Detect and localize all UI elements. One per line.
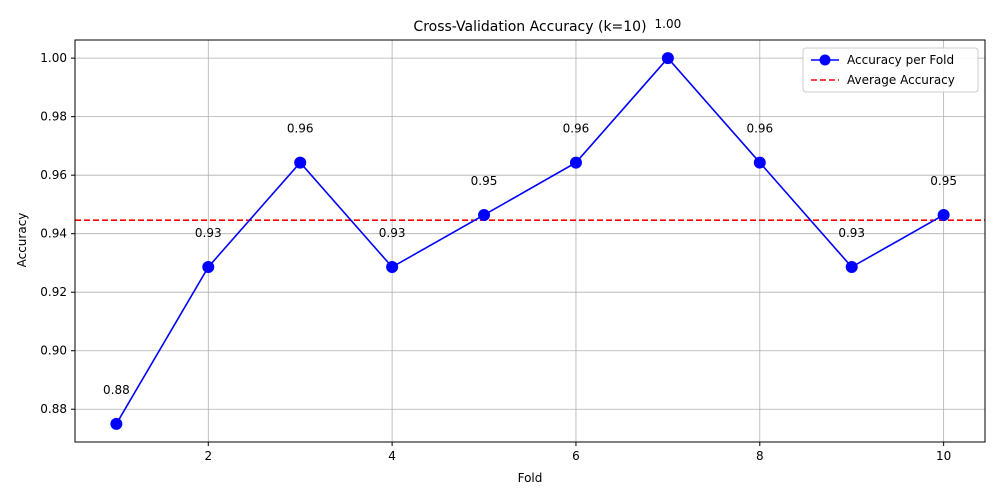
legend-marker-swatch [819, 54, 831, 66]
data-label: 0.96 [563, 122, 590, 136]
data-point [110, 417, 123, 430]
y-tick-label: 0.94 [40, 227, 67, 241]
data-point [478, 208, 491, 221]
data-label: 0.95 [930, 174, 957, 188]
data-label: 0.93 [195, 226, 222, 240]
x-tick-label: 6 [572, 449, 580, 463]
data-point [202, 261, 215, 274]
plot-frame [74, 39, 986, 443]
y-axis-label: Accuracy [15, 213, 29, 268]
data-label: 0.93 [379, 226, 406, 240]
data-label: 0.88 [103, 383, 130, 397]
x-tick-label: 2 [204, 449, 212, 463]
y-tick-label: 0.96 [40, 168, 67, 182]
y-tick-label: 0.88 [40, 402, 67, 416]
data-labels: 0.88 0.93 0.96 0.93 0.95 0.96 1.00 0.96 0.93 0.95 [103, 17, 957, 397]
data-label: 0.95 [471, 174, 498, 188]
data-label: 0.96 [287, 122, 314, 136]
axis-ticks: 2 4 6 8 10 0.88 0.90 0.92 0.94 0.96 0.98 1.00 [40, 51, 951, 463]
x-tick-label: 10 [936, 449, 951, 463]
y-tick-label: 1.00 [40, 51, 67, 65]
y-tick-label: 0.98 [40, 110, 67, 124]
y-tick-label: 0.92 [40, 285, 67, 299]
series [110, 52, 950, 430]
legend: Accuracy per Fold Average Accuracy [802, 47, 979, 93]
legend-label: Average Accuracy [847, 73, 955, 87]
data-point [937, 208, 950, 221]
legend-label: Accuracy per Fold [847, 53, 954, 67]
x-axis-label: Fold [518, 471, 543, 485]
x-tick-label: 8 [756, 449, 764, 463]
series-line [115, 56, 945, 425]
data-point [569, 156, 582, 169]
x-tick-label: 4 [388, 449, 396, 463]
chart-title: Cross-Validation Accuracy (k=10) [413, 19, 646, 35]
data-point [661, 52, 674, 65]
data-point [753, 156, 766, 169]
data-label: 0.96 [746, 122, 773, 136]
grid [75, 40, 985, 442]
y-tick-label: 0.90 [40, 344, 67, 358]
data-label: 1.00 [655, 17, 682, 31]
data-point [294, 156, 307, 169]
legend-box [802, 47, 979, 93]
data-point [386, 261, 399, 274]
data-point [845, 261, 858, 274]
data-label: 0.93 [838, 226, 865, 240]
